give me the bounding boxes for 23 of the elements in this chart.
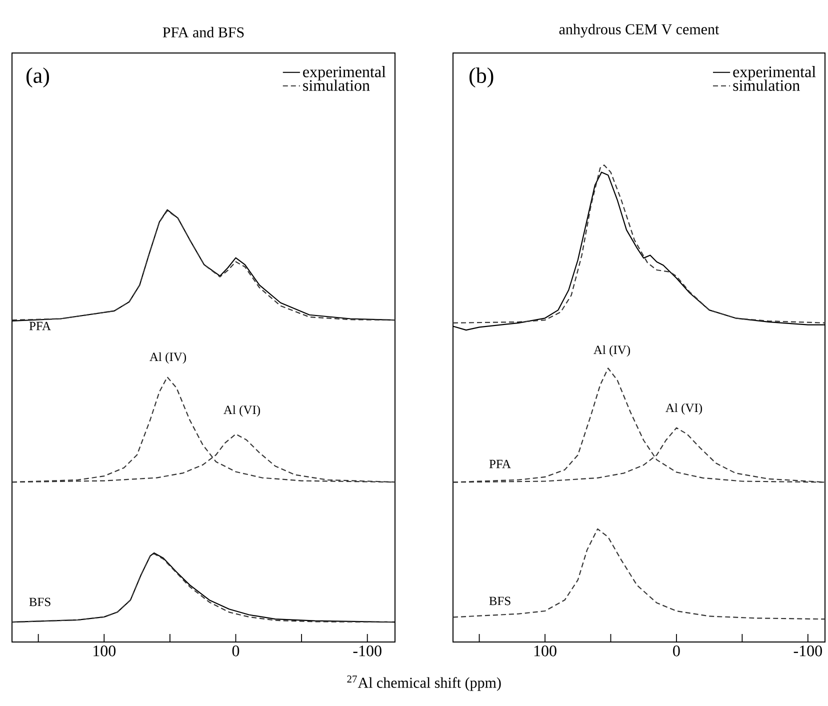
- annotation: Al (VI): [224, 405, 260, 417]
- annotation: PFA: [489, 460, 511, 468]
- legend-label: experimental: [303, 66, 386, 81]
- x-tick-label: 100: [534, 646, 556, 656]
- annotation: Al (VI): [666, 403, 702, 415]
- chart-title: anhydrous CEM V cement: [559, 24, 720, 38]
- legend-label: simulation: [733, 80, 800, 91]
- text: (a): [26, 68, 49, 88]
- legend-label: simulation: [303, 80, 370, 91]
- chart-title: PFA and BFS: [162, 26, 244, 38]
- annotation: BFS: [489, 596, 510, 606]
- annotation: Al (IV): [594, 345, 630, 357]
- annotation: PFA: [29, 322, 51, 330]
- legend-label: experimental: [733, 66, 816, 81]
- annotation: BFS: [29, 598, 50, 606]
- annotation: Al (IV): [150, 352, 186, 364]
- x-tick-label: 100: [94, 646, 116, 656]
- x-axis-title: $^{27}$Al chemical shift (ppm): [347, 676, 501, 691]
- text: (b): [470, 68, 494, 88]
- x-tick-label: -100: [353, 646, 382, 656]
- x-tick-label: 0: [232, 646, 240, 656]
- x-tick-label: 0: [673, 646, 680, 656]
- x-tick-label: -100: [794, 646, 822, 656]
